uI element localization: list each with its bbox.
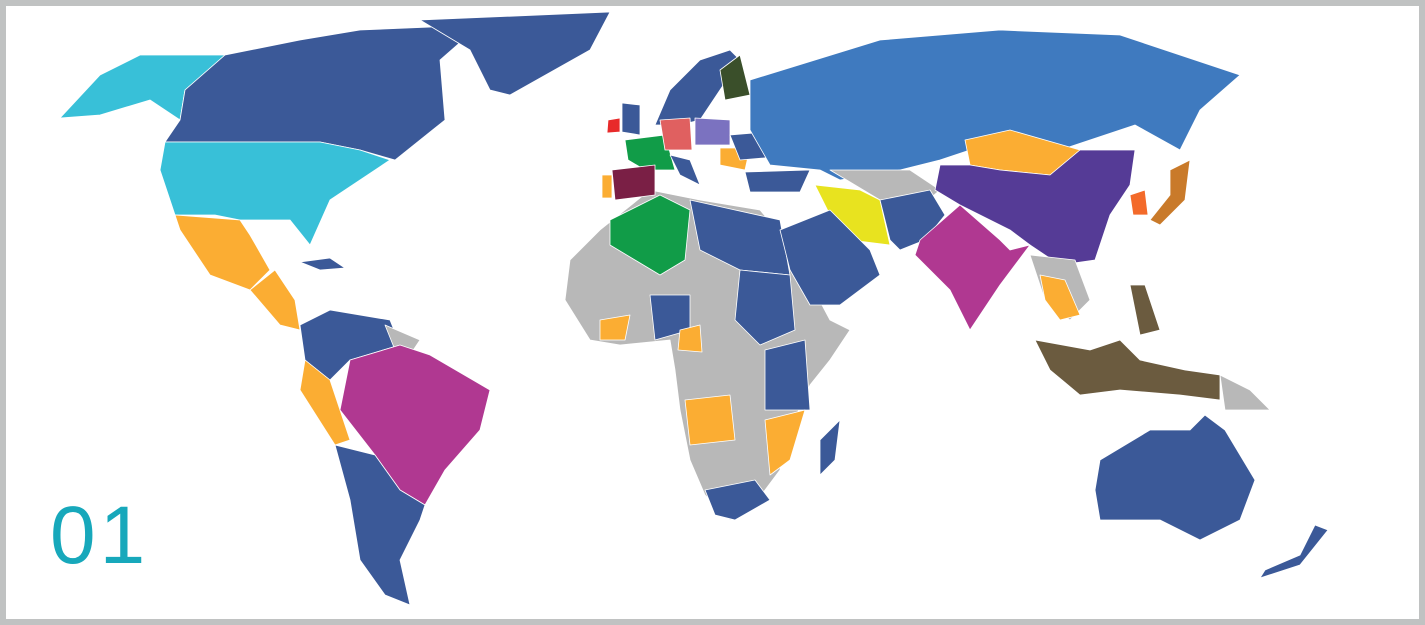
region-italy xyxy=(669,154,701,186)
region-china xyxy=(934,149,1136,266)
region-mozambique xyxy=(764,409,806,476)
region-turkey xyxy=(744,169,811,193)
region-canada xyxy=(164,24,481,161)
region-brazil xyxy=(339,344,491,506)
region-germany xyxy=(659,117,693,151)
region-korea xyxy=(1129,189,1149,216)
region-thailand xyxy=(1039,274,1081,321)
region-spain xyxy=(611,164,656,201)
region-peru xyxy=(299,359,351,446)
map-number-label: 01 xyxy=(50,490,150,581)
region-india xyxy=(914,204,1031,331)
region-ireland xyxy=(606,117,621,134)
region-arabia xyxy=(779,209,881,306)
region-madagascar xyxy=(819,419,841,476)
region-east-africa xyxy=(764,339,811,411)
region-japan xyxy=(1149,159,1191,226)
region-papua xyxy=(1219,374,1271,411)
region-uk xyxy=(621,102,641,136)
region-australia xyxy=(1094,414,1256,541)
region-indonesia xyxy=(1034,339,1221,401)
region-france xyxy=(624,134,676,171)
region-algeria xyxy=(609,194,691,276)
region-portugal xyxy=(601,174,613,199)
region-cameroon xyxy=(677,324,703,353)
region-poland xyxy=(694,117,731,146)
region-philippines xyxy=(1129,284,1161,336)
region-angola xyxy=(684,394,736,446)
region-usa xyxy=(159,141,391,246)
region-sudan xyxy=(734,269,796,346)
region-new-zealand xyxy=(1259,524,1329,579)
region-southern-cone xyxy=(334,444,426,606)
region-mexico xyxy=(174,214,271,291)
region-south-africa xyxy=(704,479,771,521)
region-caribbean xyxy=(299,257,346,271)
region-west-africa xyxy=(599,314,631,341)
region-central-america xyxy=(249,269,301,331)
region-greenland xyxy=(419,11,611,96)
